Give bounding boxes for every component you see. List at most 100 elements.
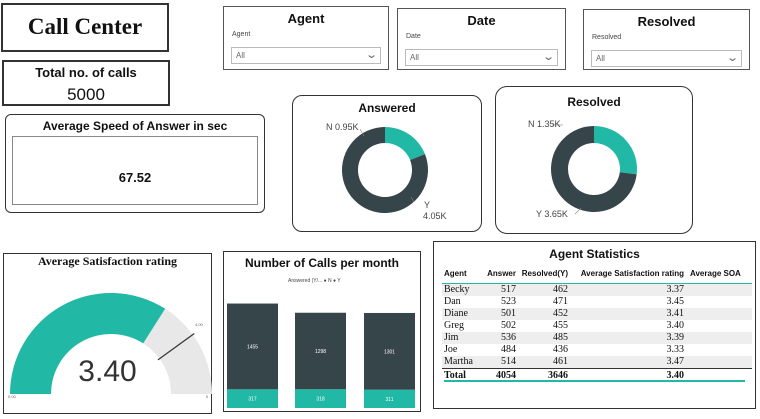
- avg-speed-panel: 67.52: [12, 136, 258, 205]
- table-header-row: Agent Answer Resolved(Y) Average Satisfa…: [442, 264, 752, 284]
- cell-satisfaction: 3.40: [666, 319, 685, 331]
- satisfaction-gauge: [10, 293, 212, 394]
- cell-agent: Greg: [444, 319, 464, 331]
- agent-stats-table: Agent Answer Resolved(Y) Average Satisfa…: [442, 264, 752, 384]
- cell-resolved: 471: [553, 295, 568, 307]
- column-header-answer[interactable]: Answer: [482, 264, 520, 284]
- answered-card: Answered N 0.95K Y 4.05K: [292, 95, 482, 232]
- date-slicer: Date Date All ⌄: [397, 8, 566, 70]
- cell-resolved: 462: [520, 283, 572, 296]
- table-row: Greg 502 455 3.40: [442, 320, 752, 332]
- cell-satisfaction: 3.39: [572, 331, 688, 344]
- horizontal-scrollbar[interactable]: [444, 380, 745, 382]
- agent-dropdown-value: All: [236, 51, 245, 60]
- answered-y-leader: [410, 196, 415, 203]
- cell-answer: 536: [482, 331, 520, 344]
- column-header-resolved[interactable]: Resolved(Y): [520, 264, 572, 284]
- cell-answer: 517: [482, 283, 520, 296]
- resolved-slice-n: [594, 126, 637, 175]
- answered-n-leader: [359, 128, 365, 137]
- chart-legend: Answered (Y/... ● N ● Y: [288, 278, 341, 284]
- total-calls-label: Total no. of calls: [35, 65, 137, 80]
- resolved-donut: [551, 124, 637, 215]
- cell-answer: 502: [501, 319, 516, 331]
- resolved-slicer-field: Resolved: [592, 34, 622, 41]
- title-card: Call Center: [1, 3, 169, 52]
- resolved-dropdown[interactable]: All ⌄: [591, 50, 742, 67]
- cell-agent: Diane: [442, 307, 482, 320]
- gauge-max-label: 5: [205, 394, 208, 399]
- agent-dropdown[interactable]: All ⌄: [231, 47, 381, 64]
- dashboard-title: Call Center: [27, 14, 143, 39]
- bar-n-1: [227, 389, 278, 408]
- column-header-agent[interactable]: Agent: [442, 264, 482, 284]
- gauge-title: Average Satisfaction rating: [37, 254, 178, 268]
- agent-slicer-field: Agent: [232, 31, 251, 38]
- cell-resolved: 436: [553, 343, 568, 355]
- calls-per-month-title: Number of Calls per month: [244, 256, 399, 270]
- cell-satisfaction: 3.45: [666, 295, 685, 307]
- cell-agent: Jim: [442, 331, 482, 344]
- total-avg-soa-cell: [688, 367, 752, 384]
- cell-satisfaction: 3.33: [666, 343, 685, 355]
- cell-resolved: 461: [520, 355, 572, 368]
- resolved-slice-y: [551, 126, 637, 212]
- gauge-fill: [10, 293, 166, 394]
- total-label-cell: Total: [442, 367, 482, 384]
- date-slicer-title: Date: [467, 13, 496, 28]
- bar-y-3: [364, 312, 415, 390]
- gauge-target-label: 4.00: [195, 322, 203, 327]
- cell-satisfaction: 3.37: [572, 283, 688, 296]
- resolved-dropdown-value: All: [596, 54, 605, 63]
- answered-slice-n: [385, 127, 425, 161]
- table-row: Diane 501 452 3.41: [442, 307, 752, 320]
- table-row: Dan 523 471 3.45: [442, 296, 752, 308]
- table-row: Jim 536 485 3.39: [442, 331, 752, 344]
- agent-stats-title: Agent Statistics: [549, 247, 640, 261]
- table-total-row: Total 4054 3646 3.40: [442, 367, 752, 384]
- column-header-satisfaction[interactable]: Average Satisfaction rating: [572, 264, 688, 284]
- cell-answer: 501: [482, 307, 520, 320]
- resolved-slicer: Resolved Resolved All ⌄: [583, 9, 750, 70]
- chevron-down-icon[interactable]: ⌄: [541, 51, 555, 63]
- chevron-down-icon[interactable]: ⌄: [364, 49, 378, 61]
- bar-label-y-2: 1298: [315, 349, 326, 355]
- bar-y-2: [295, 312, 346, 390]
- cell-answer: 514: [482, 355, 520, 368]
- gauge-target-marker: [157, 332, 195, 361]
- cell-agent: Joe: [444, 343, 458, 355]
- cell-resolved: 452: [520, 307, 572, 320]
- resolved-card: Resolved N 1.35K Y 3.65K: [495, 86, 693, 234]
- bar-y-1: [227, 303, 278, 390]
- resolved-n-label: N 1.35K: [528, 119, 561, 129]
- avg-speed-label: Average Speed of Answer in sec: [42, 119, 228, 133]
- cell-satisfaction: 3.47: [572, 355, 688, 368]
- chevron-down-icon[interactable]: ⌄: [725, 52, 739, 64]
- cell-avg-soa: [688, 283, 752, 296]
- cell-avg-soa: [688, 307, 752, 320]
- cell-agent: Martha: [442, 355, 482, 368]
- total-answer-cell: 4054: [482, 367, 520, 384]
- total-resolved-cell: 3646: [520, 367, 572, 384]
- total-calls-card: Total no. of calls 5000: [2, 60, 170, 106]
- resolved-title: Resolved: [567, 95, 621, 109]
- bar-label-y-1: 1455: [247, 344, 258, 350]
- cell-resolved: 455: [553, 319, 568, 331]
- table-row: Becky 517 462 3.37: [442, 283, 752, 296]
- answered-slice-y: [342, 127, 428, 213]
- date-dropdown[interactable]: All ⌄: [405, 49, 558, 66]
- bar-n-2: [295, 389, 346, 408]
- bar-label-n-2: 318: [316, 397, 325, 403]
- agent-slicer: Agent Agent All ⌄: [223, 6, 389, 70]
- agent-stats-card: Agent Statistics Agent Answer Resolved(Y…: [433, 241, 756, 409]
- resolved-slicer-title: Resolved: [637, 14, 696, 29]
- cell-avg-soa: [688, 331, 752, 344]
- avg-speed-card: Average Speed of Answer in sec 67.52: [5, 114, 265, 213]
- satisfaction-gauge-card: Average Satisfaction rating 3.40 0.00 5 …: [3, 253, 212, 414]
- calls-per-month-chart: 317 1455 318 1298 311 1301: [227, 303, 415, 408]
- avg-speed-value: 67.52: [118, 170, 152, 185]
- cell-agent: Dan: [444, 295, 461, 307]
- answered-y-value-label: 4.05K: [423, 211, 447, 221]
- table-row: Joe 484 436 3.33: [442, 344, 752, 356]
- column-header-avg-soa[interactable]: Average SOA: [688, 264, 752, 284]
